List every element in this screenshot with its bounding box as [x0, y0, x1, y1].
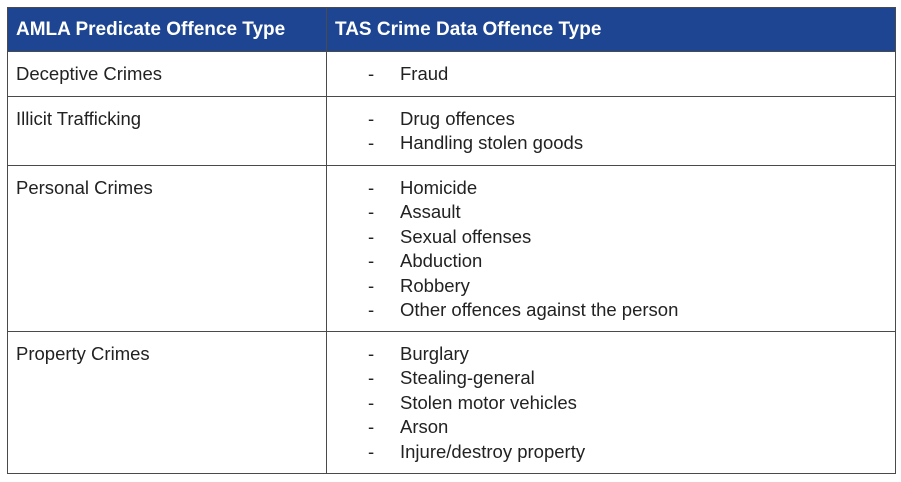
- offence-item: - Stealing-general: [335, 366, 887, 390]
- offence-list: - Burglary - Stealing-general - Stolen moto…: [335, 342, 887, 464]
- offence-label: Abduction: [400, 250, 483, 272]
- offence-item: - Abduction: [335, 249, 887, 273]
- dash-marker: -: [368, 367, 375, 389]
- offence-item: - Arson: [335, 415, 887, 439]
- dash-marker: -: [368, 391, 375, 413]
- dash-marker: -: [368, 250, 375, 272]
- offence-list: - Drug offences - Handling stolen goods: [335, 107, 887, 156]
- offence-item: - Homicide: [335, 176, 887, 200]
- offence-item: - Injure/destroy property: [335, 440, 887, 464]
- dash-marker: -: [368, 274, 375, 296]
- offence-label: Drug offences: [400, 108, 515, 129]
- offence-mapping-table: AMLA Predicate Offence Type TAS Crime Da…: [7, 7, 896, 474]
- offence-item: - Other offences against the person: [335, 298, 887, 322]
- offence-label: Burglary: [400, 343, 469, 364]
- offence-item: - Handling stolen goods: [335, 131, 887, 155]
- offence-label: Assault: [400, 201, 461, 223]
- dash-marker: -: [368, 225, 375, 247]
- category-cell: Illicit Trafficking: [7, 96, 327, 166]
- dash-marker: -: [368, 177, 375, 198]
- offence-label: Stealing-general: [400, 367, 535, 389]
- offence-label: Homicide: [400, 177, 478, 198]
- offence-label: Arson: [400, 416, 449, 438]
- category-cell: Deceptive Crimes: [7, 51, 327, 97]
- table-header-row: AMLA Predicate Offence Type TAS Crime Da…: [7, 7, 896, 52]
- table-row: Illicit Trafficking - Drug offences - Hand…: [7, 96, 896, 166]
- column-header-amla: AMLA Predicate Offence Type: [7, 7, 327, 52]
- dash-marker: -: [368, 299, 375, 321]
- offence-item: - Assault: [335, 200, 887, 224]
- offence-item: - Fraud: [335, 62, 887, 86]
- offence-label: Fraud: [400, 63, 449, 84]
- dash-marker: -: [368, 440, 375, 462]
- category-cell: Property Crimes: [7, 331, 327, 474]
- category-cell: Personal Crimes: [7, 165, 327, 332]
- offence-label: Handling stolen goods: [400, 132, 584, 154]
- table-row: Property Crimes - Burglary - Stealing-gene…: [7, 331, 896, 474]
- column-header-tas: TAS Crime Data Offence Type: [326, 7, 896, 52]
- offence-label: Sexual offenses: [400, 225, 532, 247]
- offence-list: - Fraud: [335, 62, 887, 86]
- offence-list: - Homicide - Assault - Sexual offenses - Abd…: [335, 176, 887, 322]
- offence-label: Other offences against the person: [400, 299, 679, 321]
- offence-item: - Burglary: [335, 342, 887, 366]
- offence-item: - Drug offences: [335, 107, 887, 131]
- offence-label: Injure/destroy property: [400, 440, 586, 462]
- dash-marker: -: [368, 132, 375, 154]
- dash-marker: -: [368, 416, 375, 438]
- offences-cell: - Burglary - Stealing-general - Stolen moto…: [326, 331, 896, 474]
- dash-marker: -: [368, 108, 375, 129]
- offences-cell: - Fraud: [326, 51, 896, 97]
- offence-label: Robbery: [400, 274, 470, 296]
- offences-cell: - Homicide - Assault - Sexual offenses - Abd…: [326, 165, 896, 332]
- offence-item: - Sexual offenses: [335, 225, 887, 249]
- dash-marker: -: [368, 201, 375, 223]
- table-row: Personal Crimes - Homicide - Assault - Sexu…: [7, 165, 896, 332]
- table-row: Deceptive Crimes - Fraud: [7, 51, 896, 97]
- offence-item: - Stolen motor vehicles: [335, 391, 887, 415]
- offence-item: - Robbery: [335, 274, 887, 298]
- offences-cell: - Drug offences - Handling stolen goods: [326, 96, 896, 166]
- offence-label: Stolen motor vehicles: [400, 391, 577, 413]
- dash-marker: -: [368, 343, 375, 364]
- dash-marker: -: [368, 63, 375, 84]
